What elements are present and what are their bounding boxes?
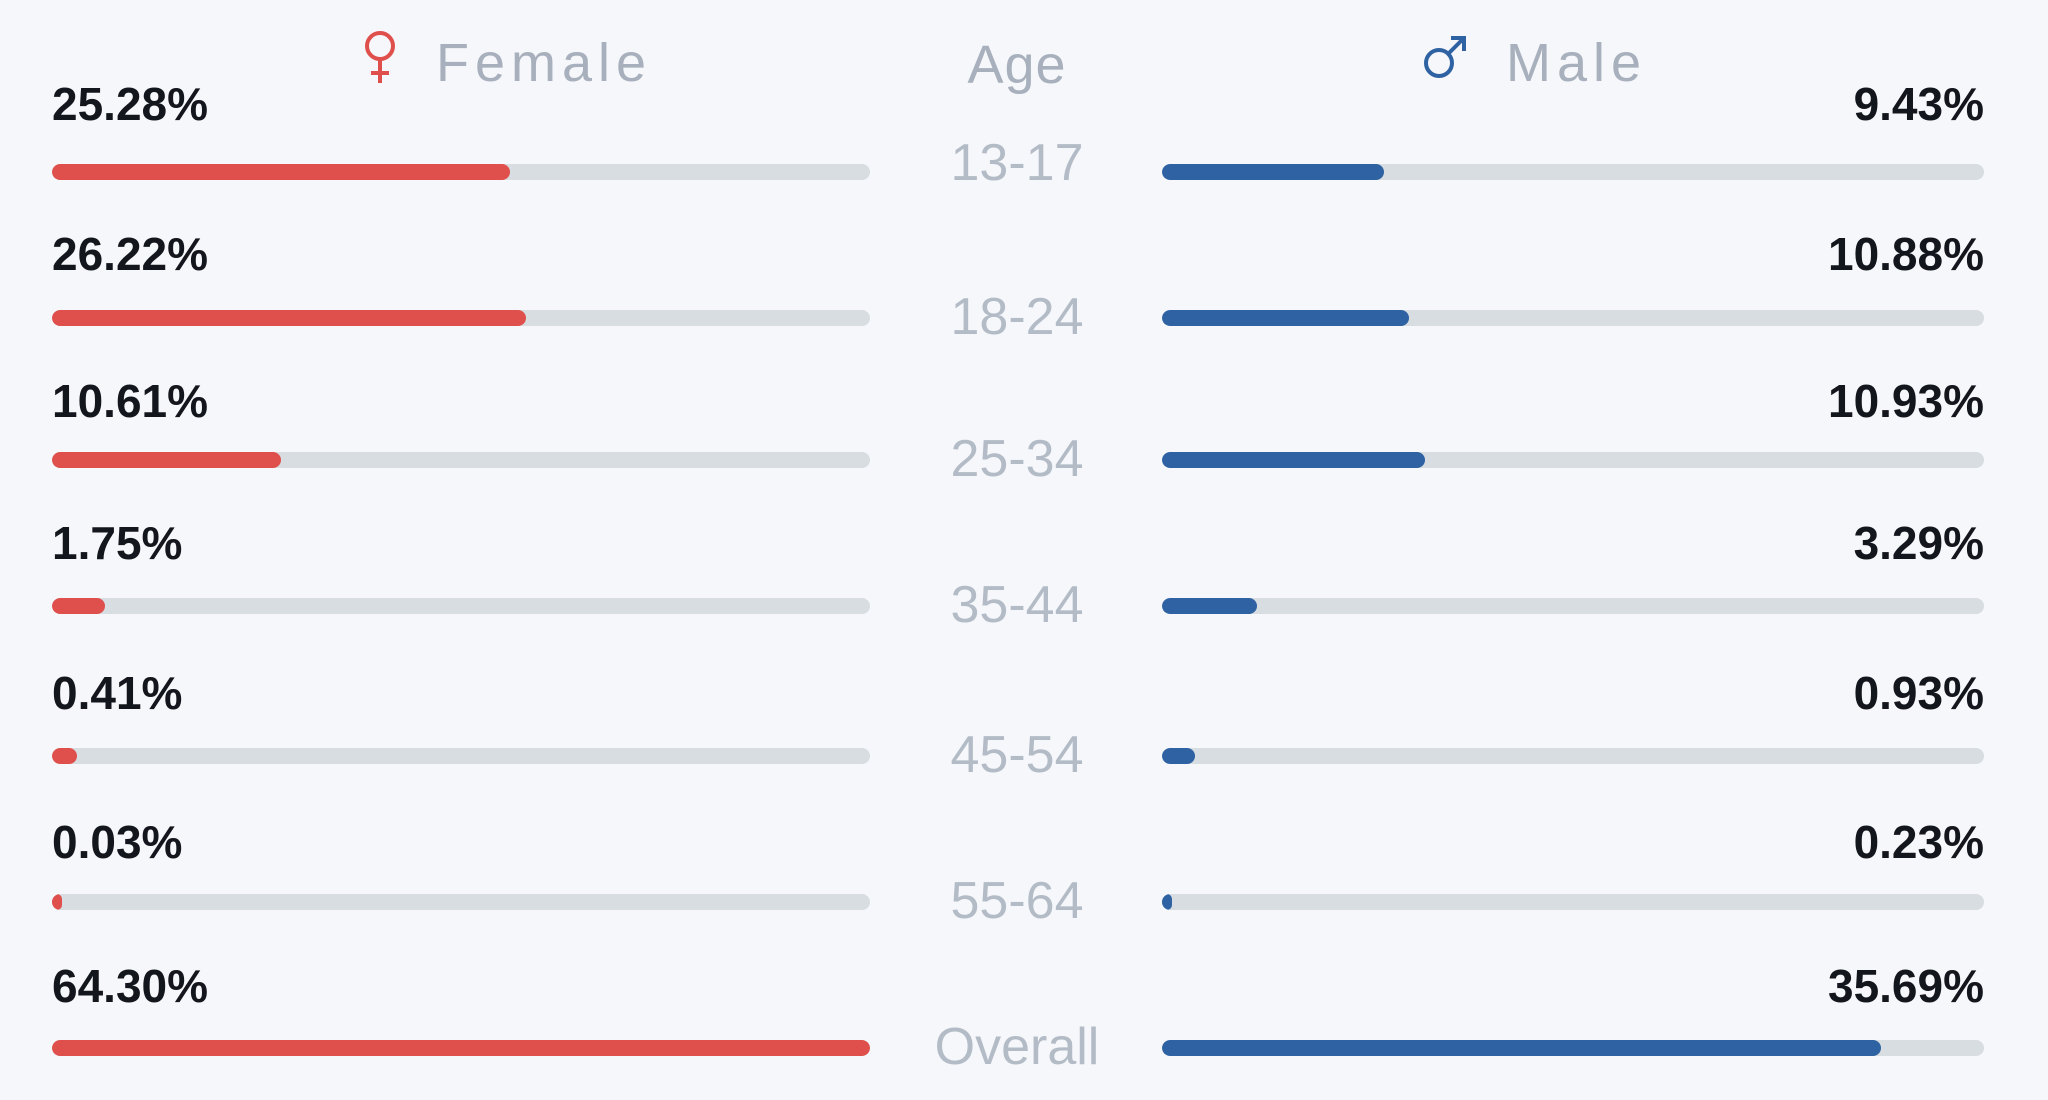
female-bar-13-17 <box>52 164 511 180</box>
male-track-45-54 <box>1162 748 1984 764</box>
male-track-18-24 <box>1162 310 1984 326</box>
female-header: Female <box>360 28 652 98</box>
age-label-35-44: 35-44 <box>950 576 1084 634</box>
age-header: Age <box>967 35 1067 95</box>
male-bar-35-44 <box>1162 598 1257 614</box>
female-bar-55-64 <box>52 894 62 910</box>
age-label-25-34: 25-34 <box>950 430 1084 488</box>
age-label-55-64: 55-64 <box>950 872 1084 930</box>
female-value-35-44: 1.75% <box>52 517 183 569</box>
female-track-25-34 <box>52 452 870 468</box>
female-value-overall: 64.30% <box>52 960 209 1012</box>
age-label-13-17: 13-17 <box>950 134 1084 192</box>
male-value-25-34: 10.93% <box>1827 375 1984 427</box>
male-value-18-24: 10.88% <box>1827 228 1984 280</box>
male-bar-55-64 <box>1162 894 1172 910</box>
male-bar-18-24 <box>1162 310 1409 326</box>
male-symbol-icon <box>1420 32 1470 95</box>
male-value-55-64: 0.23% <box>1853 816 1984 868</box>
female-bar-18-24 <box>52 310 527 326</box>
female-bar-25-34 <box>52 452 282 468</box>
male-track-13-17 <box>1162 164 1984 180</box>
male-header-label: Male <box>1506 33 1648 93</box>
female-track-overall <box>52 1040 870 1056</box>
male-track-25-34 <box>1162 452 1984 468</box>
female-track-55-64 <box>52 894 870 910</box>
age-label-45-54: 45-54 <box>950 726 1084 784</box>
age-label-18-24: 18-24 <box>950 288 1084 346</box>
female-value-45-54: 0.41% <box>52 667 183 719</box>
female-bar-45-54 <box>52 748 77 764</box>
female-symbol-icon <box>360 29 400 98</box>
male-header: Male <box>1420 28 1647 98</box>
female-bar-35-44 <box>52 598 106 614</box>
male-bar-overall <box>1162 1040 1882 1056</box>
male-track-55-64 <box>1162 894 1984 910</box>
male-track-35-44 <box>1162 598 1984 614</box>
male-value-13-17: 9.43% <box>1853 78 1984 130</box>
male-value-35-44: 3.29% <box>1853 517 1984 569</box>
female-track-35-44 <box>52 598 870 614</box>
female-bar-overall <box>52 1040 870 1056</box>
female-value-18-24: 26.22% <box>52 228 209 280</box>
female-header-label: Female <box>436 33 653 93</box>
female-value-55-64: 0.03% <box>52 816 183 868</box>
male-value-overall: 35.69% <box>1827 960 1984 1012</box>
male-value-45-54: 0.93% <box>1853 667 1984 719</box>
female-track-13-17 <box>52 164 870 180</box>
male-bar-25-34 <box>1162 452 1426 468</box>
female-value-13-17: 25.28% <box>52 78 209 130</box>
female-track-18-24 <box>52 310 870 326</box>
age-label-overall: Overall <box>934 1018 1100 1076</box>
female-value-25-34: 10.61% <box>52 375 209 427</box>
female-track-45-54 <box>52 748 870 764</box>
male-bar-13-17 <box>1162 164 1384 180</box>
male-bar-45-54 <box>1162 748 1195 764</box>
male-track-overall <box>1162 1040 1984 1056</box>
